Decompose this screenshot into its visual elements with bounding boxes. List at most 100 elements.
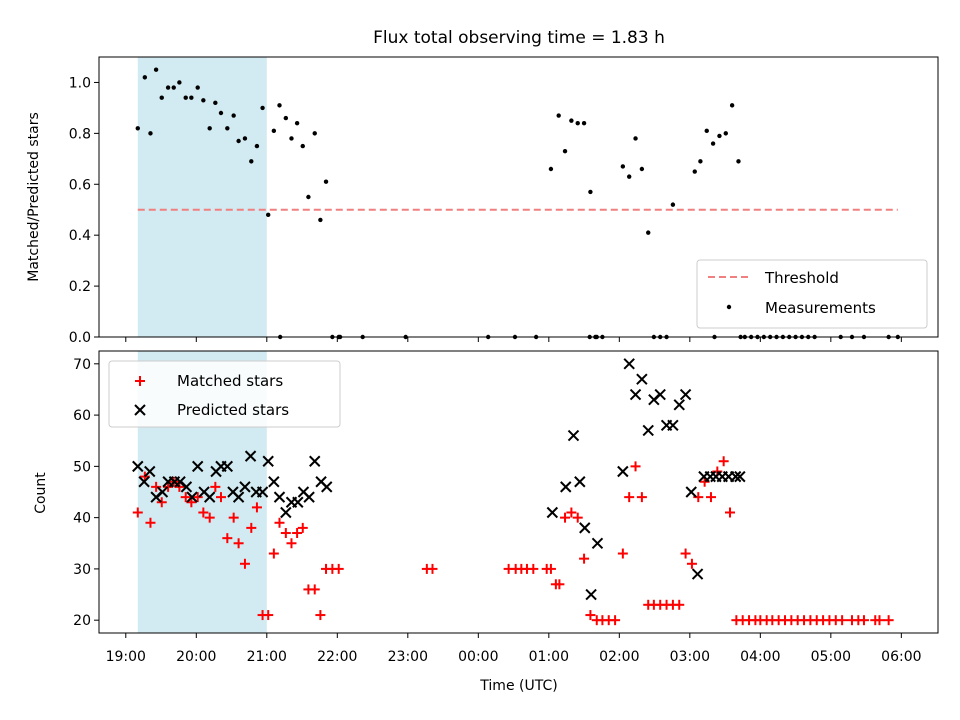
predicted-stars-point-27-b [292,496,304,508]
predicted-stars-point-39 [591,537,604,549]
predicted-stars-point-12-b [203,491,216,503]
measurements-point-10 [195,85,200,90]
measurements-point-14 [218,110,224,116]
predicted-stars-point-31-b [315,476,327,488]
predicted-stars-point-42-b [629,388,642,401]
measurements-point-11 [201,98,206,103]
predicted-stars-point-52 [691,568,704,580]
predicted-stars-point-44-b [642,424,654,437]
measurements-point-2 [148,131,153,136]
measurements-point-35 [548,166,554,172]
bottom-panel-y-tick-label-2: 40 [73,511,91,527]
predicted-stars-point-25 [280,506,292,519]
predicted-stars-point-58-b [729,470,742,483]
predicted-stars-point-46 [654,388,666,401]
predicted-stars-point-41 [623,358,635,370]
predicted-stars-point-10-b [191,460,204,473]
predicted-stars-point-37 [579,522,591,534]
bottom-panel-y-tick-label-3: 50 [73,459,91,475]
matched-stars-point-93 [858,615,869,626]
predicted-stars-point-28-b [297,486,310,498]
predicted-stars-point-22 [262,455,274,467]
measurements-point-45 [633,136,638,141]
predicted-stars-point-7-b [174,476,186,488]
measurements-point-22 [266,212,271,218]
matched-stars-point-36 [427,563,438,574]
predicted-stars-point-49-b [673,399,685,411]
measurements-point-15 [225,126,230,131]
predicted-stars-point-34-b [560,481,572,493]
predicted-stars-point-17-b [232,491,245,503]
matched-stars-point-3 [151,481,162,492]
predicted-stars-point-29-b [303,491,315,503]
predicted-stars-point-40-b [617,465,629,478]
matched-stars-point-5 [163,481,174,492]
predicted-stars-point-15 [221,460,234,473]
predicted-stars-point-43 [636,373,648,385]
measurements-point-5 [165,85,171,90]
matched-stars-point-64 [674,599,685,610]
predicted-stars-point-22-b [262,455,274,467]
measurements-point-40 [581,120,587,126]
matched-stars-point-28 [297,522,308,533]
bottom-panel-frame [98,350,939,634]
measurements-point-51 [670,202,676,207]
predicted-stars-point-30-b [309,455,321,467]
x-tick-label-7: 02:00 [599,649,639,665]
predicted-stars-point-0 [132,460,144,473]
measurements-point-27 [294,120,300,126]
predicted-stars-point-44 [642,424,654,437]
predicted-stars-point-8 [180,481,193,493]
measurements-point-26 [289,136,294,141]
top-panel-y-tick-label-3: 0.6 [69,177,91,193]
matched-stars-point-4 [156,497,167,508]
matched-stars-point-31 [315,610,326,621]
measurements-point-58 [729,103,735,108]
predicted-stars-point-21 [256,486,269,498]
matched-stars-point-18 [239,558,250,569]
measurements-point-54 [704,128,709,134]
matched-stars-point-10 [192,492,203,503]
predicted-stars-point-2 [144,465,156,478]
measurements-point-57 [723,131,728,136]
legend-matched-swatch [135,376,145,386]
predicted-stars-point-33-b [546,506,559,519]
predicted-stars-point-40 [617,465,629,478]
measurements-point-19 [249,159,254,164]
predicted-stars-point-19-b [244,450,257,462]
top-panel-y-tick-label-4: 0.8 [69,126,91,142]
matched-stars-point-49 [579,553,590,564]
predicted-stars-point-18-b [239,481,251,493]
bottom-y-axis-label: Count [33,472,49,514]
matched-stars-point-22 [263,610,274,621]
measurements-point-23 [271,128,277,134]
x-tick-label-6: 01:00 [529,649,569,665]
measurements-point-24 [277,103,282,108]
matched-stars-point-11 [198,507,209,518]
top-y-axis-label: Matched/Predicted stars [26,112,42,282]
legend-predicted-swatch [134,404,146,416]
matched-stars-point-13 [210,481,221,492]
bottom-legend-box [108,360,341,428]
measurements-point-1 [142,75,148,80]
x-tick-label-3: 22:00 [317,649,357,665]
predicted-stars-point-16-b [227,486,239,498]
top-panel-y-tick-label-1: 0.2 [69,279,91,295]
predicted-stars-point-19 [244,450,257,462]
top-panel-y-tick-label-5: 1.0 [69,75,91,91]
matched-stars-point-48 [572,512,583,523]
legend-matched-label: Matched stars [177,372,283,390]
measurements-point-30 [312,131,317,136]
matched-stars-point-2 [145,517,156,528]
measurements-point-7 [177,80,182,85]
predicted-stars-point-15-b [221,460,234,473]
predicted-stars-point-37-b [579,522,591,534]
measurements-point-21 [260,105,265,111]
x-tick-label-9: 04:00 [740,649,780,665]
predicted-stars-point-12 [203,491,216,503]
predicted-stars-point-2-b [144,465,156,478]
measurements-point-12 [207,126,212,131]
legend-predicted-label: Predicted stars [177,401,289,419]
matched-stars-point-72 [725,507,736,518]
